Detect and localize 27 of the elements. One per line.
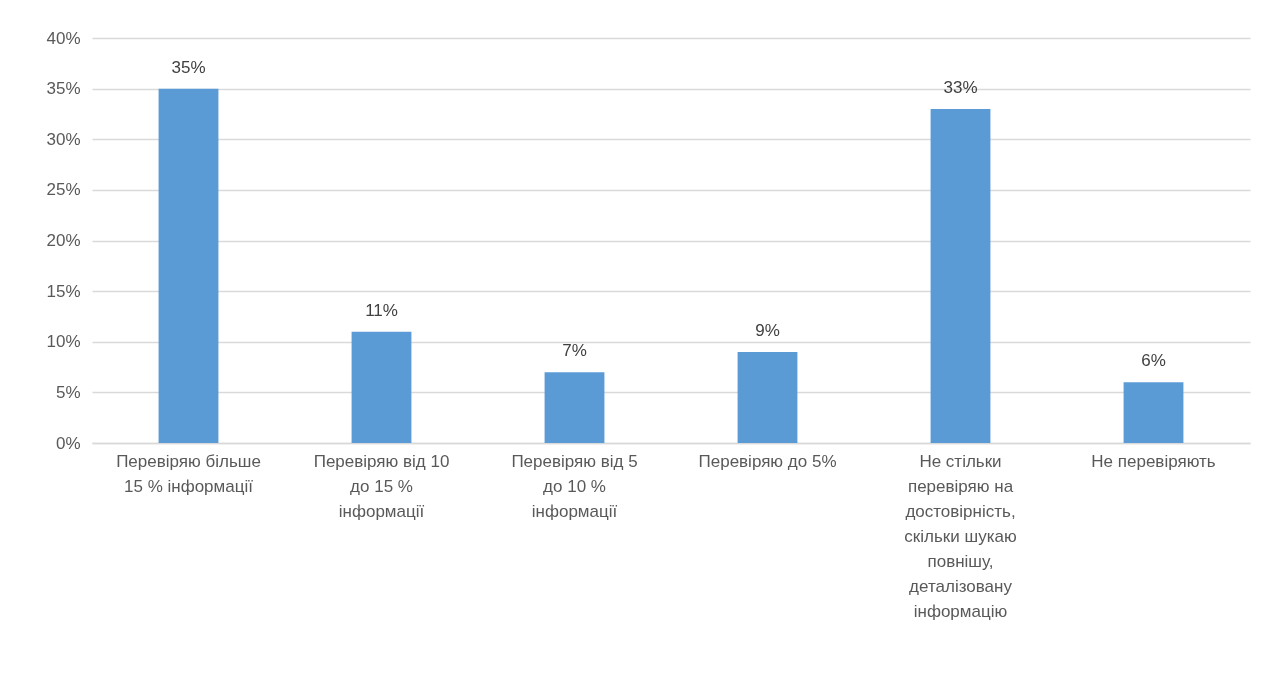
y-tick-label: 10% (46, 332, 81, 352)
bar (1123, 382, 1184, 443)
y-tick-label: 30% (46, 129, 81, 149)
data-label: 35% (171, 57, 206, 77)
x-tick-label: Перевіряю до 5% (698, 451, 837, 471)
bar (351, 331, 412, 443)
bar (737, 351, 798, 443)
y-tick-label: 25% (46, 180, 81, 200)
bar (544, 372, 605, 443)
data-label: 9% (755, 320, 780, 340)
x-tick-label: Перевіряю більше 15 % інформації (116, 451, 261, 496)
y-tick-label: 20% (46, 231, 81, 250)
bar (930, 108, 991, 443)
x-tick-label: Перевіряю від 5 до 10 % інформації (511, 451, 638, 521)
x-tick-label: Не перевіряють (1091, 451, 1216, 471)
x-tick-label: Не стільки перевіряю на достовірність, скільки шукаю повнішу, деталізовану інформацію (904, 451, 1017, 621)
y-tick-label: 0% (55, 433, 81, 453)
y-tick-label: 5% (55, 382, 81, 402)
data-label: 33% (943, 77, 978, 97)
y-tick-label: 15% (46, 281, 81, 301)
data-label: 11% (365, 300, 398, 320)
data-label: 7% (562, 341, 587, 361)
bar (158, 88, 219, 443)
y-tick-label: 35% (46, 79, 81, 99)
x-tick-label: Перевіряю від 10 до 15 % інформації (313, 451, 450, 521)
y-tick-label: 40% (46, 28, 81, 48)
data-label: 6% (1141, 351, 1166, 371)
